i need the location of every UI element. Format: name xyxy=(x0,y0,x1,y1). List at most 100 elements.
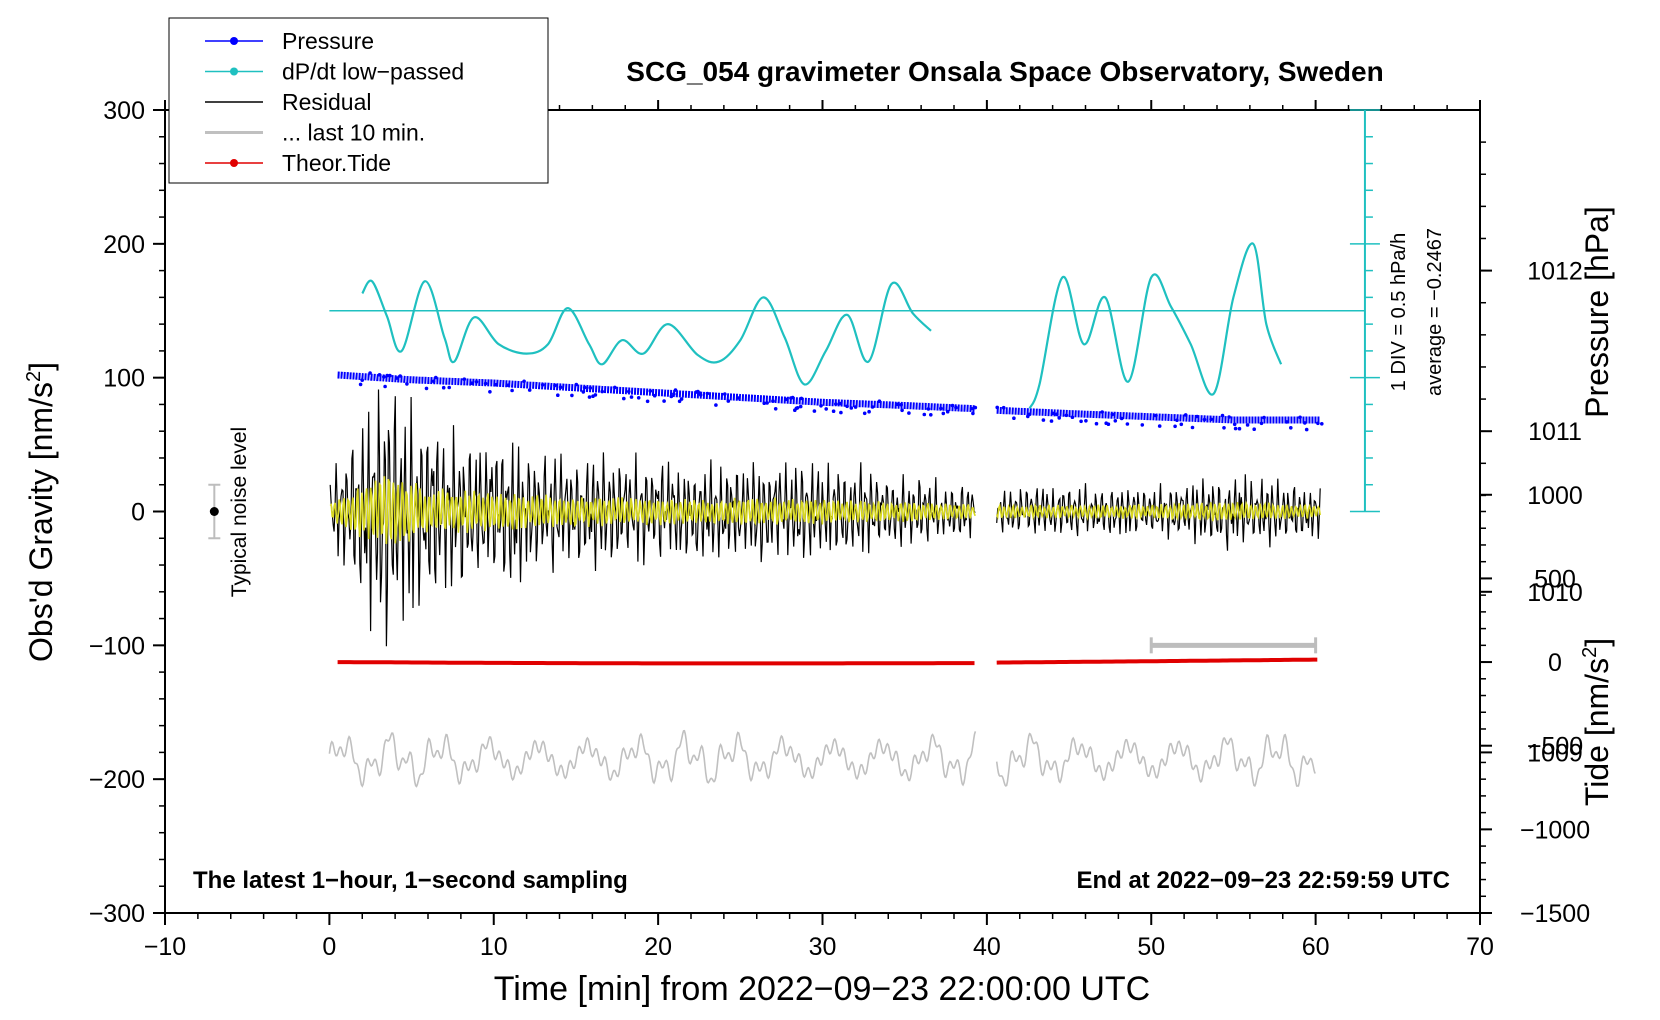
dpdt-series xyxy=(329,242,1365,409)
legend-swatch-marker xyxy=(230,159,238,167)
tide-tick-label: 500 xyxy=(1534,565,1576,593)
chart-title: SCG_054 gravimeter Onsala Space Observat… xyxy=(626,56,1383,87)
x-tick-label: 60 xyxy=(1302,933,1330,961)
x-tick-label: 20 xyxy=(644,933,672,961)
legend-swatch-marker xyxy=(230,67,238,76)
legend-label: Pressure xyxy=(282,28,374,54)
bottom-left-note: The latest 1−hour, 1−second sampling xyxy=(193,867,628,894)
pressure-point xyxy=(849,406,854,410)
pressure-point xyxy=(1049,419,1054,423)
pressure-point xyxy=(862,411,867,416)
pressure-point xyxy=(441,385,446,390)
pressure-axis-ticks: 1009 1010 1011 1012 xyxy=(1480,141,1583,767)
pressure-point xyxy=(556,393,560,398)
legend-swatch-marker xyxy=(230,37,238,45)
pressure-point xyxy=(1173,424,1177,429)
pressure-point xyxy=(839,410,843,415)
pressure-tick-label: 1010 xyxy=(1527,579,1583,607)
last-10-min-series xyxy=(328,729,1316,788)
x-tick-label: 50 xyxy=(1137,933,1165,961)
pressure-point xyxy=(795,406,800,410)
tide-axis-label-end: ] xyxy=(1579,638,1615,647)
pressure-point xyxy=(1222,426,1226,430)
pressure-point xyxy=(593,393,598,397)
y-tick-label: 0 xyxy=(131,499,145,527)
pressure-point xyxy=(510,388,514,393)
y-tick-label: −300 xyxy=(89,900,145,928)
legend-label: Residual xyxy=(282,89,372,115)
x-tick-label: 10 xyxy=(480,933,508,961)
last-10-min-line xyxy=(328,729,977,788)
y-axis-ticks: −300 −200 −100 0 100 200 300 xyxy=(89,97,165,928)
tide-axis-label-sup: 2 xyxy=(1579,647,1601,658)
pressure-point xyxy=(358,382,363,387)
legend-items: Pressure dP/dt low−passed Residual ... last… xyxy=(205,28,464,176)
pressure-point xyxy=(424,386,429,391)
residual-smoothed-series xyxy=(329,476,1321,545)
pressure-point xyxy=(1106,422,1111,427)
pressure-point xyxy=(679,397,684,401)
tide-tick-label: −1500 xyxy=(1520,900,1590,928)
pressure-point xyxy=(1057,416,1061,420)
pressure-point xyxy=(1233,426,1238,431)
tide-line xyxy=(337,660,975,666)
pressure-point xyxy=(1237,426,1242,431)
tide-line xyxy=(996,657,1318,665)
dpdt-line xyxy=(361,279,932,386)
pressure-point xyxy=(645,399,650,404)
pressure-point xyxy=(824,407,828,411)
bottom-right-note: End at 2022−09−23 22:59:59 UTC xyxy=(1076,867,1450,894)
pressure-point xyxy=(971,411,975,416)
pressure-point xyxy=(1320,422,1324,426)
tide-axis-label: Tide [nm/s2] xyxy=(1579,638,1615,806)
pressure-point xyxy=(587,395,592,399)
y-tick-label: −200 xyxy=(89,766,145,794)
pressure-point xyxy=(622,396,626,401)
tide-series xyxy=(337,657,1318,666)
legend-label: dP/dt low−passed xyxy=(282,59,464,85)
noise-level-marker xyxy=(208,483,221,540)
tide-axis-label-main: Tide [nm/s xyxy=(1579,658,1615,806)
pressure-point xyxy=(1289,426,1293,430)
pressure-point xyxy=(1125,422,1130,426)
x-tick-label: 30 xyxy=(809,933,837,961)
legend-label: ... last 10 min. xyxy=(282,120,425,146)
dpdt-division-scale xyxy=(1349,109,1380,513)
pressure-tick-label: 1011 xyxy=(1528,418,1582,446)
legend: Pressure dP/dt low−passed Residual ... last… xyxy=(168,17,549,184)
pressure-point xyxy=(383,384,387,389)
pressure-point xyxy=(1245,423,1250,427)
pressure-point xyxy=(1304,427,1309,432)
pressure-point xyxy=(1140,423,1145,427)
pressure-point xyxy=(662,399,666,403)
pressure-point xyxy=(629,395,634,399)
pressure-point xyxy=(714,403,718,407)
pressure-point xyxy=(812,409,817,413)
legend-box xyxy=(168,17,549,184)
pressure-point xyxy=(1012,416,1016,421)
pressure-point xyxy=(488,390,492,394)
div-scale-label: 1 DIV = 0.5 hPa/h xyxy=(1388,233,1410,391)
dpdt-line xyxy=(1028,242,1283,409)
pressure-point xyxy=(831,409,836,414)
pressure-point xyxy=(900,408,904,413)
pressure-point xyxy=(762,401,766,406)
pressure-point xyxy=(798,404,803,409)
tide-tick-label: −500 xyxy=(1527,733,1583,761)
tide-tick-label: 0 xyxy=(1548,649,1562,677)
pressure-point xyxy=(941,411,946,416)
y-tick-label: 100 xyxy=(103,365,145,393)
y-axis-label-left: Obs'd Gravity [nm/s2] xyxy=(23,362,59,662)
pressure-axis-label: Pressure [hPa] xyxy=(1579,206,1615,418)
tide-axis-ticks: −1500 −1000 −500 0 500 1000 xyxy=(1480,482,1590,928)
noise-level-point xyxy=(209,507,219,516)
pressure-point xyxy=(1157,424,1162,428)
residual-smoothed-line xyxy=(995,500,1321,522)
pressure-tick-label: 1012 xyxy=(1527,258,1583,286)
pressure-line xyxy=(337,371,975,413)
pressure-point xyxy=(929,413,933,417)
tide-tick-label: 1000 xyxy=(1527,482,1583,510)
pressure-point xyxy=(447,385,452,390)
x-axis-label: Time [min] from 2022−09−23 22:00:00 UTC xyxy=(494,970,1150,1008)
average-label: average = −0.2467 xyxy=(1424,228,1446,396)
